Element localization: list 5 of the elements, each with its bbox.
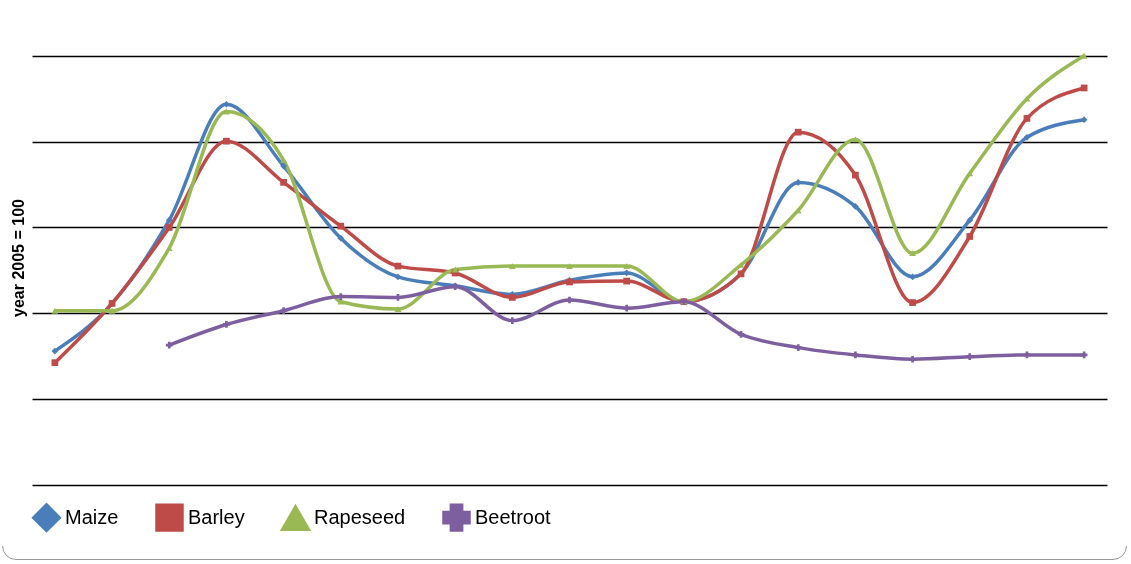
y-axis-title: year 2005 = 100: [9, 198, 27, 317]
legend-label: Maize: [65, 505, 119, 528]
legend-label: Beetroot: [475, 505, 552, 528]
legend-label: Rapeseed: [314, 506, 406, 529]
legend-label: Barley: [188, 505, 245, 528]
